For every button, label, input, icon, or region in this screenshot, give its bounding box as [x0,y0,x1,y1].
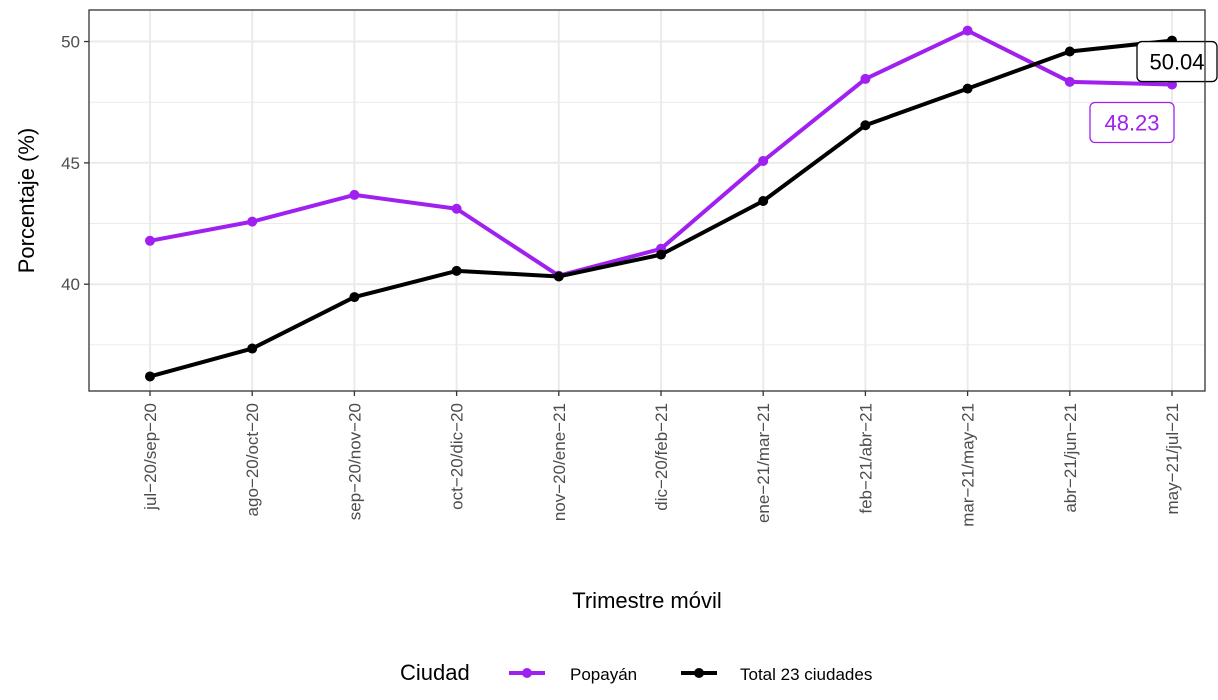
end-label-box-popayan [1089,101,1175,144]
y-axis-title: Porcentaje (%) [14,128,39,274]
legend: Ciudad Popayán Total 23 ciudades [400,660,872,685]
y-tick-label: 40 [61,275,80,294]
x-tick-label: dic−20/feb−21 [652,403,671,511]
x-tick-label: mar−21/may−21 [959,403,978,527]
legend-label: Total 23 ciudades [740,665,872,684]
x-tick-label: oct−20/dic−20 [448,403,467,510]
end-label-box-total [1136,40,1218,83]
x-tick-label: sep−20/nov−20 [345,403,364,520]
data-point [247,343,258,354]
data-point [451,203,462,214]
data-point [349,292,360,303]
x-axis-title: Trimestre móvil [572,588,722,613]
data-point [349,189,360,200]
data-point [656,249,666,260]
y-tick-label: 50 [61,33,80,52]
data-point [145,371,155,382]
x-tick-label: nov−20/ene−21 [550,403,569,521]
plot-panel-border [88,9,1206,392]
x-tick-label: ago−20/oct−20 [243,403,262,516]
data-point [553,271,564,282]
data-point [451,265,462,276]
y-axis: 40 45 50 [61,33,89,294]
data-point [962,25,973,36]
x-tick-label: feb−21/abr−21 [856,403,875,514]
legend-key-point [522,668,532,678]
x-tick-label: ene−21/mar−21 [754,403,773,523]
data-point [1064,76,1075,87]
x-axis: jul−20/sep−20 ago−20/oct−20 sep−20/nov−20 o… [141,391,1182,527]
end-label-total: 50.04 [1149,50,1204,75]
y-tick-label: 45 [61,154,80,173]
data-point [758,155,769,166]
legend-key-point [694,668,704,678]
data-point [145,235,155,246]
data-point [758,195,769,206]
legend-title: Ciudad [400,660,470,685]
data-point [1064,46,1075,57]
legend-label: Popayán [570,665,637,684]
x-tick-label: may−21/jul−21 [1163,403,1182,515]
x-tick-label: jul−20/sep−20 [141,403,160,511]
data-point [962,83,973,94]
end-labels: 48.23 50.04 [1089,40,1218,144]
data-point [860,120,871,131]
x-tick-label: abr−21/jun−21 [1061,403,1080,513]
data-point [247,216,258,227]
end-label-popayan: 48.23 [1104,111,1159,136]
series-lines [145,25,1177,382]
data-point [860,73,871,84]
